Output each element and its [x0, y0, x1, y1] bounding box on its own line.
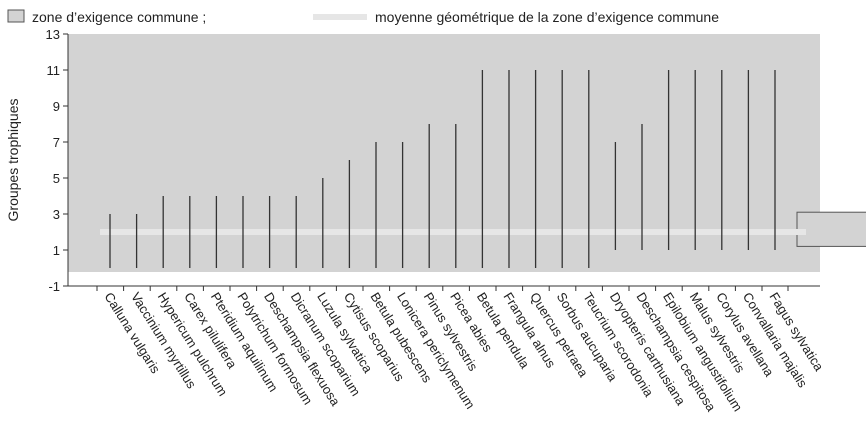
legend-mean-label: moyenne géométrique de la zone d’exigenc… — [375, 9, 719, 25]
y-tick-label: 1 — [53, 243, 60, 258]
y-tick-label: 7 — [53, 135, 60, 150]
common-zone — [796, 211, 866, 247]
legend-zone-label: zone d’exigence commune ; — [32, 9, 206, 25]
y-tick-label: 3 — [53, 207, 60, 222]
y-tick-label: 9 — [53, 99, 60, 114]
plot-background — [68, 34, 820, 272]
legend-zone-swatch — [7, 9, 25, 23]
y-tick-label: -1 — [48, 279, 60, 294]
y-tick-label: 13 — [46, 27, 60, 42]
y-axis-label: Groupes trophiques — [5, 99, 21, 222]
y-tick-label: 11 — [47, 63, 61, 78]
y-tick-label: 5 — [53, 171, 60, 186]
